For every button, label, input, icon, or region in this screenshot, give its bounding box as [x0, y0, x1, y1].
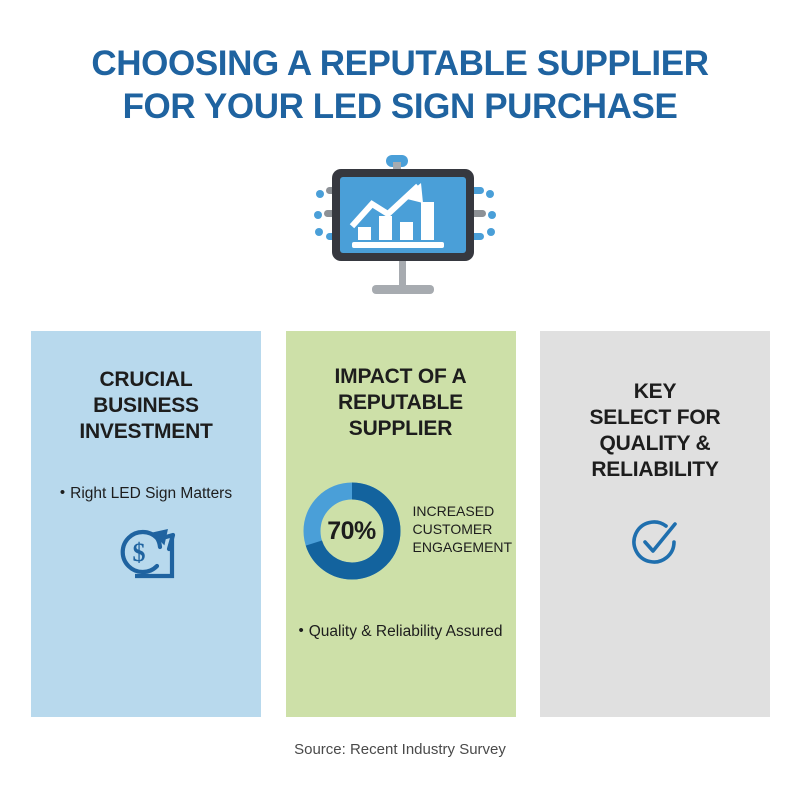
card-bullet-item: • Right LED Sign Matters	[31, 483, 261, 504]
spark-dots-right	[468, 187, 496, 240]
screen-top-knob	[386, 155, 408, 167]
donut-legend-line: INCREASED	[412, 503, 495, 519]
card-heading-line: SELECT FOR	[589, 406, 721, 429]
bullet-marker-icon: •	[59, 484, 66, 501]
screen-stand-pole	[399, 252, 406, 287]
donut-legend-line: ENGAGEMENT	[412, 539, 513, 555]
page-title: CHOOSING A REPUTABLE SUPPLIER FOR YOUR L…	[0, 42, 800, 128]
svg-text:$: $	[133, 538, 146, 567]
donut-legend-line: CUSTOMER	[412, 521, 493, 537]
card-heading: IMPACT OF A REPUTABLE SUPPLIER	[286, 364, 516, 442]
dollar-growth-icon: $	[113, 521, 179, 588]
card-heading-line: REPUTABLE SUPPLIER	[338, 391, 463, 440]
screen-stand-base	[372, 285, 434, 294]
presentation-screen-chart-icon	[310, 152, 500, 302]
card-impact-of-reputable-supplier[interactable]: IMPACT OF A REPUTABLE SUPPLIER 70% INCRE…	[285, 331, 516, 717]
circle-check-icon	[629, 516, 681, 573]
card-bullet-text: Right LED Sign Matters	[70, 485, 233, 502]
card-heading-line: IMPACT OF A	[334, 365, 467, 388]
cards-row: CRUCIAL BUSINESS INVESTMENT • Right LED S…	[31, 331, 770, 717]
bullet-marker-icon: •	[298, 622, 304, 639]
screen-trend-arrow	[349, 183, 421, 229]
card-bullet-item: • Quality & Reliability Assured	[286, 621, 516, 642]
donut-value-label: 70%	[327, 516, 376, 545]
card-bullet-text: Quality & Reliability Assured	[308, 623, 503, 640]
page-title-line-2: FOR YOUR LED SIGN PURCHASE	[122, 87, 678, 126]
donut-legend: INCREASED CUSTOMER ENGAGEMENT	[413, 502, 513, 556]
card-heading-line: BUSINESS	[93, 394, 199, 417]
screen-surface	[340, 177, 466, 253]
source-note: Source: Recent Industry Survey	[294, 741, 506, 758]
page-title-line-1: CHOOSING A REPUTABLE SUPPLIER	[91, 44, 709, 83]
card-heading-line: CRUCIAL	[99, 368, 193, 391]
card-heading-line: KEY	[633, 380, 677, 403]
screen-trend-arrowhead	[403, 183, 423, 203]
card-heading-line: INVESTMENT	[79, 420, 213, 443]
card-crucial-business-investment[interactable]: CRUCIAL BUSINESS INVESTMENT • Right LED S…	[31, 331, 261, 717]
screen-bar-chart	[352, 202, 444, 248]
donut-chart: 70% INCREASED CUSTOMER ENGAGEMENT	[286, 476, 516, 586]
card-heading-line: RELIABILITY	[591, 458, 719, 481]
card-heading: CRUCIAL BUSINESS INVESTMENT	[31, 367, 261, 445]
card-heading: KEY SELECT FOR QUALITY & RELIABILITY	[540, 379, 770, 483]
card-key-select-quality-reliability[interactable]: KEY SELECT FOR QUALITY & RELIABILITY	[540, 331, 770, 717]
donut-chart-svg	[303, 482, 400, 580]
card-heading-line: QUALITY &	[599, 432, 711, 455]
